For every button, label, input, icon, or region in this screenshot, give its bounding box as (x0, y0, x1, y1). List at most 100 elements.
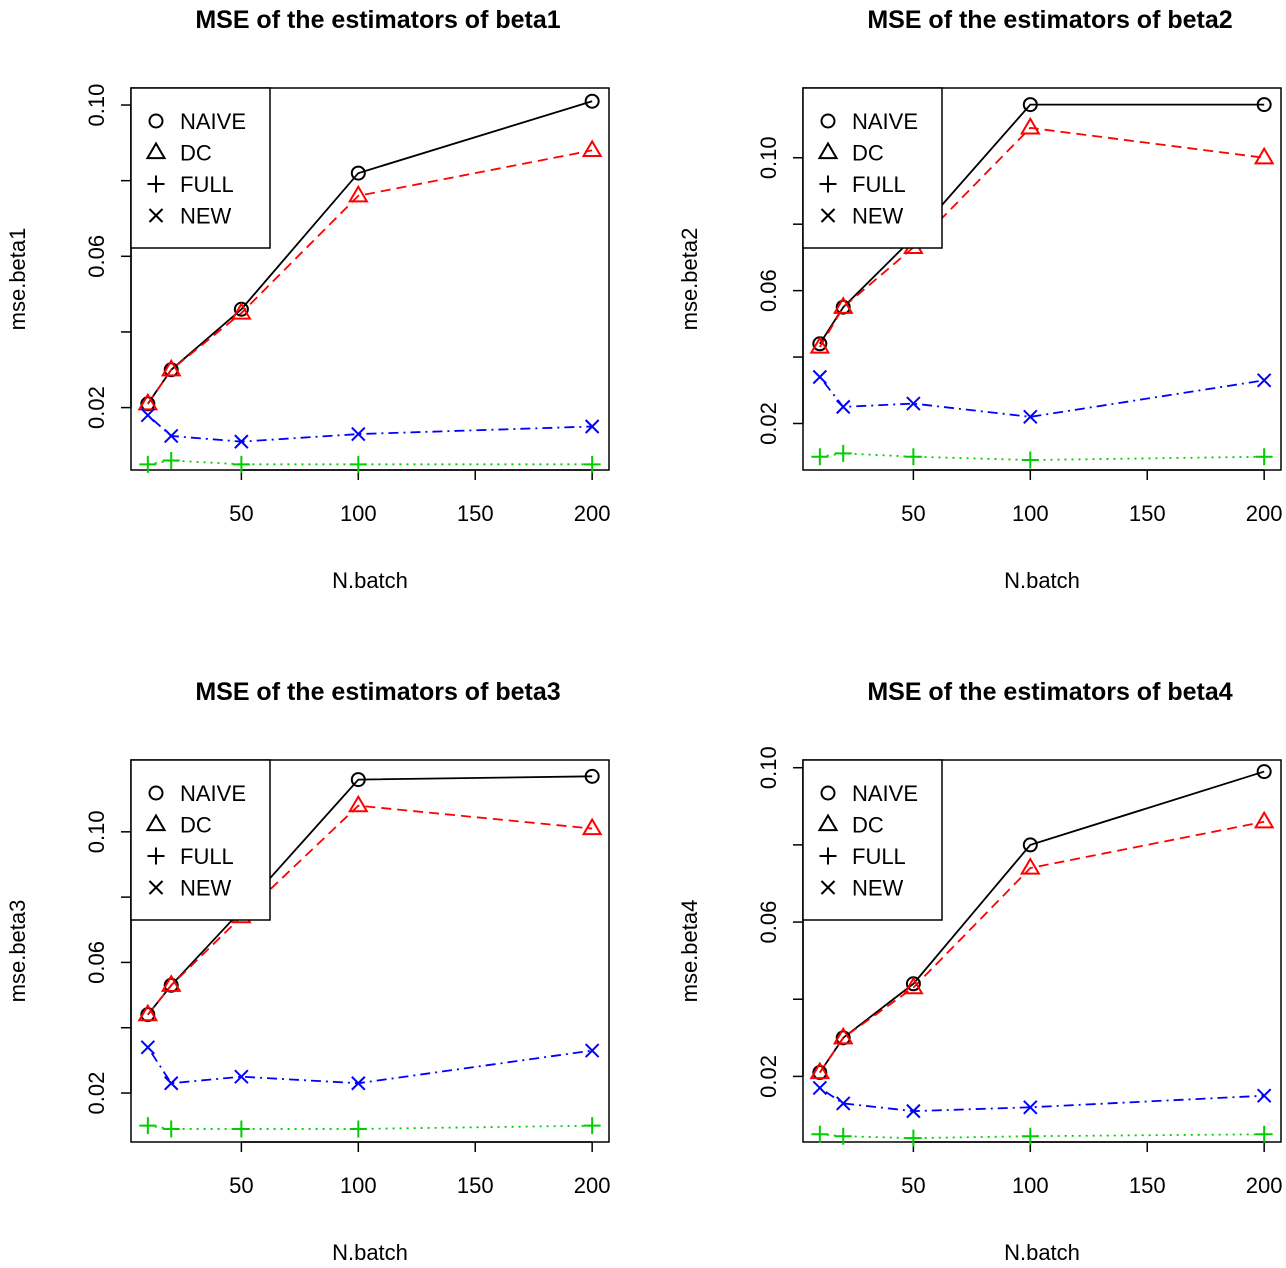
data-point-new (1256, 373, 1272, 388)
data-point-dc (1020, 116, 1041, 135)
y-tick-label: 0.02 (84, 1072, 109, 1115)
y-tick-label: 0.10 (84, 84, 109, 127)
legend-marker-dc (817, 141, 839, 160)
x-tick-label: 100 (1012, 1173, 1049, 1198)
chart-title: MSE of the estimators of beta2 (867, 6, 1232, 34)
x-axis-label: N.batch (1004, 568, 1080, 593)
series-line-full (147, 1124, 593, 1130)
legend-marker-new (820, 880, 836, 895)
data-point-dc (581, 817, 603, 836)
x-tick-label: 50 (229, 1173, 253, 1198)
legend-marker-naive (820, 113, 836, 129)
x-tick-label: 100 (340, 501, 377, 526)
legend-label-full: FULL (180, 844, 234, 869)
series-line-new (819, 1087, 1265, 1113)
x-axis-label: N.batch (332, 1240, 408, 1265)
data-point-new (164, 1076, 179, 1091)
data-point-new (140, 407, 156, 423)
data-point-new (584, 1043, 600, 1058)
y-axis-label: mse.beta4 (677, 900, 702, 1003)
series-line-dc (819, 820, 1265, 1074)
x-axis: 50 100 150 200 N.batch (901, 1141, 1283, 1265)
data-point-full (349, 455, 367, 473)
data-point-full (1255, 448, 1273, 466)
legend-label-dc: DC (180, 813, 212, 838)
data-point-full (139, 455, 157, 473)
data-point-full (834, 444, 852, 462)
legend-marker-dc (817, 813, 839, 832)
data-point-dc (809, 1061, 831, 1080)
data-point-full (1255, 1125, 1273, 1143)
data-point-full (349, 1120, 367, 1138)
series-line-new (147, 414, 593, 443)
x-tick-label: 50 (229, 501, 253, 526)
legend-label-dc: DC (852, 813, 884, 838)
chart-panel-1: MSE of the estimators of beta1 50 100 150 20… (5, 6, 611, 593)
y-axis-label: mse.beta2 (677, 228, 702, 331)
series-line-new (819, 376, 1265, 418)
legend-label-new: NEW (852, 876, 904, 901)
y-axis-label: mse.beta1 (5, 228, 30, 331)
y-tick-label: 0.02 (756, 1055, 781, 1098)
data-point-new (836, 1096, 851, 1111)
data-point-new (140, 1040, 156, 1055)
data-point-full (811, 448, 829, 466)
legend-marker-full (147, 847, 165, 865)
data-point-new (164, 428, 179, 444)
legend-label-naive: NAIVE (852, 109, 918, 134)
chart-panel-3: MSE of the estimators of beta3 50 100 150 20… (5, 678, 611, 1265)
data-point-new (836, 399, 851, 415)
data-point-new (1023, 409, 1038, 425)
chart-title: MSE of the estimators of beta3 (195, 678, 560, 706)
legend-marker-full (819, 175, 837, 193)
legend-marker-naive (148, 785, 164, 801)
data-point-dc (809, 336, 831, 354)
data-point-dc (1020, 857, 1041, 875)
x-axis-label: N.batch (332, 568, 408, 593)
legend-marker-naive (148, 113, 164, 129)
data-point-naive (1022, 837, 1038, 853)
y-tick-label: 0.10 (756, 136, 781, 179)
series-line-new (147, 1046, 593, 1085)
chart-panel-4: MSE of the estimators of beta4 50 100 150 20… (677, 678, 1283, 1265)
legend-marker-full (147, 175, 165, 193)
x-axis: 50 100 150 200 N.batch (229, 469, 611, 593)
legend-label-new: NEW (852, 204, 904, 229)
data-point-full (904, 448, 922, 466)
data-point-dc (832, 1026, 854, 1045)
data-point-full (583, 455, 601, 473)
x-tick-label: 50 (901, 501, 925, 526)
legend-label-naive: NAIVE (180, 781, 246, 806)
series-line-naive (819, 770, 1265, 1074)
data-point-dc (137, 392, 159, 411)
x-tick-label: 50 (901, 1173, 925, 1198)
chart-title: MSE of the estimators of beta4 (867, 678, 1232, 706)
data-point-full (583, 1117, 601, 1135)
legend: NAIVE DC FULL NEW (802, 759, 943, 921)
data-point-full (811, 1125, 829, 1143)
data-point-dc (1253, 810, 1275, 829)
y-axis: 0.02 0.06 0.10 mse.beta3 (5, 810, 132, 1115)
data-point-new (1023, 1100, 1038, 1115)
x-tick-label: 200 (1246, 1173, 1283, 1198)
y-axis: 0.02 0.06 0.10 mse.beta4 (677, 746, 804, 1098)
data-point-dc (832, 296, 854, 314)
legend-label-dc: DC (852, 141, 884, 166)
series-points (809, 97, 1275, 469)
data-point-naive (1022, 97, 1038, 113)
data-point-naive (350, 165, 366, 181)
legend-label-full: FULL (852, 844, 906, 869)
data-point-dc (137, 1003, 159, 1022)
data-point-new (351, 1076, 366, 1091)
legend-label-new: NEW (180, 204, 232, 229)
series-line-dc (147, 149, 593, 405)
x-axis-label: N.batch (1004, 1240, 1080, 1265)
x-tick-label: 100 (340, 1173, 377, 1198)
data-point-full (834, 1127, 852, 1145)
data-point-dc (903, 976, 924, 995)
y-tick-label: 0.10 (756, 746, 781, 789)
legend-label-dc: DC (180, 141, 212, 166)
data-point-dc (581, 139, 603, 157)
series-line-full (147, 459, 593, 466)
legend-label-naive: NAIVE (852, 781, 918, 806)
